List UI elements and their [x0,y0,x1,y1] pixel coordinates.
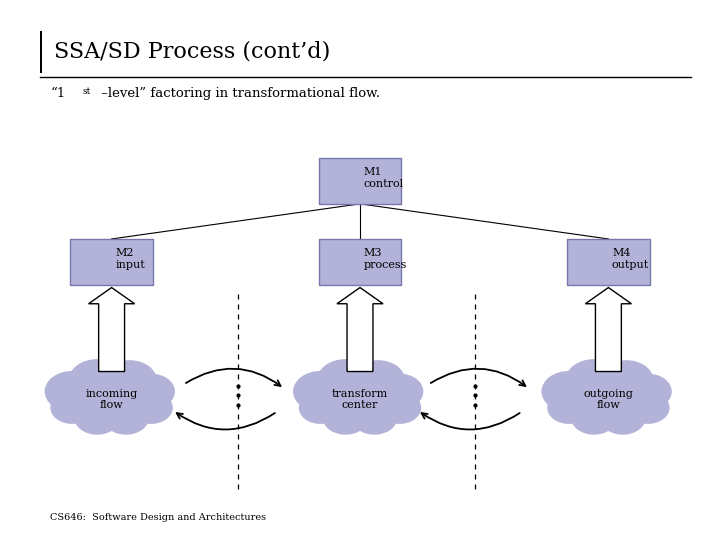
Circle shape [547,392,590,424]
FancyBboxPatch shape [319,158,402,204]
Text: transform
center: transform center [332,389,388,410]
Circle shape [293,371,348,412]
Circle shape [325,371,395,423]
Text: M2
input: M2 input [115,248,145,270]
Circle shape [626,392,670,424]
Circle shape [74,400,120,435]
Text: “1: “1 [50,87,66,100]
Text: SSA/SD Process (cont’d): SSA/SD Process (cont’d) [54,40,330,62]
Circle shape [50,392,94,424]
Circle shape [351,400,397,435]
Text: M4
output: M4 output [612,248,649,270]
Circle shape [45,371,99,412]
Polygon shape [89,287,135,372]
Polygon shape [585,287,631,372]
Circle shape [103,400,149,435]
Text: M1
control: M1 control [364,167,404,189]
Circle shape [378,392,421,424]
Circle shape [299,392,342,424]
Circle shape [351,360,405,401]
Circle shape [541,371,596,412]
Circle shape [376,374,423,409]
FancyBboxPatch shape [567,239,649,285]
Circle shape [600,400,646,435]
Circle shape [571,400,617,435]
Circle shape [102,360,157,401]
Bar [40,31,42,73]
Text: M3
process: M3 process [364,248,407,270]
Text: CS646:  Software Design and Architectures: CS646: Software Design and Architectures [50,513,266,522]
Circle shape [574,371,643,423]
Circle shape [68,359,126,402]
Circle shape [317,359,374,402]
Text: incoming
flow: incoming flow [86,389,138,410]
Circle shape [599,360,654,401]
Circle shape [323,400,369,435]
Text: st: st [83,87,91,96]
Polygon shape [337,287,383,372]
Circle shape [130,392,173,424]
Circle shape [127,374,175,409]
Circle shape [565,359,623,402]
FancyBboxPatch shape [71,239,153,285]
Circle shape [77,371,146,423]
Circle shape [624,374,672,409]
Text: outgoing
flow: outgoing flow [583,389,634,410]
FancyBboxPatch shape [319,239,402,285]
Text: –level” factoring in transformational flow.: –level” factoring in transformational fl… [97,87,380,100]
